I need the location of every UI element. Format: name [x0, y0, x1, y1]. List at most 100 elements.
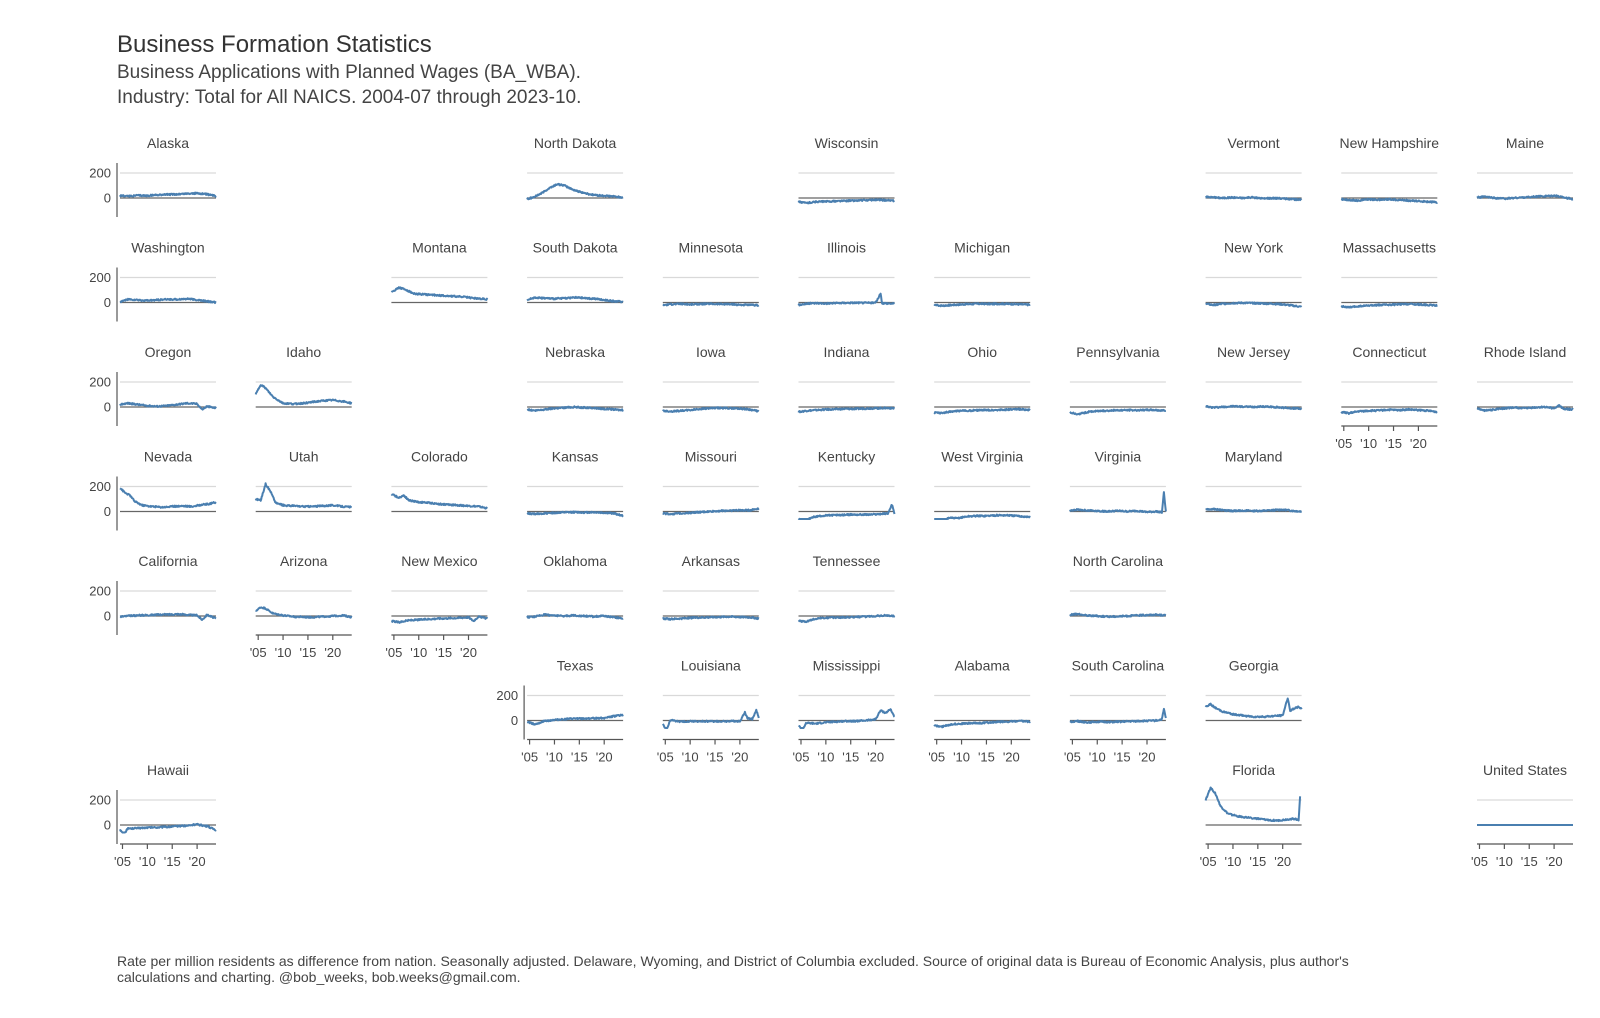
- panel-title-idaho: Idaho: [286, 344, 321, 360]
- x-tick-label-2005-mississippi: '05: [793, 750, 810, 765]
- x-tick-label-2015-arizona: '15: [299, 645, 316, 660]
- series-line-hawaii: [119, 822, 217, 834]
- series-line-west-virginia: [933, 513, 1031, 520]
- x-tick-label-2010-mississippi: '10: [817, 750, 834, 765]
- x-tick-label-2005-united-states: '05: [1471, 854, 1488, 869]
- series-line-oregon: [119, 401, 217, 411]
- x-tick-label-2015-south-carolina: '15: [1114, 750, 1131, 765]
- series-line-new-mexico: [390, 615, 489, 624]
- series-line-minnesota: [662, 302, 760, 307]
- panel-title-montana: Montana: [412, 240, 467, 256]
- x-tick-label-2015-united-states: '15: [1521, 854, 1538, 869]
- x-tick-label-2010-arizona: '10: [275, 645, 292, 660]
- series-line-montana: [390, 286, 489, 301]
- panel-title-utah: Utah: [289, 449, 319, 465]
- panel-title-indiana: Indiana: [824, 344, 870, 360]
- x-tick-label-2010-texas: '10: [546, 750, 563, 765]
- panel-title-california: California: [138, 553, 197, 569]
- panel-title-wisconsin: Wisconsin: [815, 135, 879, 151]
- panel-title-arizona: Arizona: [280, 553, 328, 569]
- series-line-pennsylvania: [1069, 408, 1167, 416]
- series-line-california: [119, 612, 217, 621]
- series-line-idaho: [254, 384, 353, 406]
- series-line-new-york: [1205, 301, 1303, 308]
- panel-title-maryland: Maryland: [1225, 449, 1283, 465]
- panel-title-south-carolina: South Carolina: [1072, 658, 1165, 674]
- series-line-florida: [1204, 786, 1302, 823]
- series-line-kansas: [526, 510, 624, 518]
- panel-title-oklahoma: Oklahoma: [543, 553, 607, 569]
- x-tick-label-2005-arizona: '05: [250, 645, 267, 660]
- series-line-tennessee: [797, 613, 896, 624]
- panel-title-south-dakota: South Dakota: [533, 240, 618, 256]
- series-line-north-carolina: [1069, 612, 1167, 619]
- series-line-washington: [119, 297, 217, 305]
- x-tick-label-2005-connecticut: '05: [1335, 436, 1352, 451]
- panel-title-mississippi: Mississippi: [813, 658, 881, 674]
- panel-title-massachusetts: Massachusetts: [1343, 240, 1436, 256]
- series-line-new-jersey: [1205, 404, 1303, 411]
- series-line-ohio: [933, 407, 1031, 415]
- panel-title-missouri: Missouri: [685, 449, 737, 465]
- panel-title-alaska: Alaska: [147, 135, 189, 151]
- panel-title-north-dakota: North Dakota: [534, 135, 617, 151]
- x-tick-label-2010-south-carolina: '10: [1089, 750, 1106, 765]
- y-tick-label-200-california: 200: [89, 584, 111, 599]
- series-line-michigan: [933, 302, 1031, 308]
- y-tick-label-200-washington: 200: [89, 270, 111, 285]
- chart-subtitle-line2: Industry: Total for All NAICS. 2004-07 t…: [117, 87, 582, 108]
- series-line-georgia: [1204, 697, 1303, 719]
- x-tick-label-2020-united-states: '20: [1546, 854, 1563, 869]
- x-tick-label-2010-louisiana: '10: [682, 750, 699, 765]
- panel-title-united-states: United States: [1483, 762, 1567, 778]
- series-line-missouri: [662, 507, 760, 516]
- x-tick-label-2020-mississippi: '20: [867, 750, 884, 765]
- panel-title-oregon: Oregon: [145, 344, 192, 360]
- series-line-indiana: [797, 406, 896, 414]
- x-tick-label-2020-florida: '20: [1274, 854, 1291, 869]
- panel-title-west-virginia: West Virginia: [941, 449, 1023, 465]
- series-line-nevada: [119, 487, 217, 509]
- y-tick-label-0-oregon: 0: [104, 400, 111, 415]
- y-tick-label-200-hawaii: 200: [89, 793, 111, 808]
- series-line-new-hampshire: [1340, 197, 1439, 204]
- panel-title-texas: Texas: [557, 658, 594, 674]
- x-tick-label-2015-florida: '15: [1249, 854, 1266, 869]
- panel-title-florida: Florida: [1232, 762, 1275, 778]
- x-tick-label-2005-louisiana: '05: [657, 750, 674, 765]
- panel-title-kentucky: Kentucky: [818, 449, 876, 465]
- panel-title-maine: Maine: [1506, 135, 1544, 151]
- x-tick-label-2010-new-mexico: '10: [410, 645, 427, 660]
- series-line-utah: [254, 482, 353, 509]
- panel-title-ohio: Ohio: [967, 344, 997, 360]
- series-line-connecticut: [1340, 407, 1438, 415]
- y-tick-label-200-alaska: 200: [89, 166, 111, 181]
- panel-title-new-mexico: New Mexico: [401, 553, 477, 569]
- series-line-rhode-island: [1476, 404, 1574, 413]
- series-line-colorado: [390, 493, 488, 510]
- series-line-alabama: [933, 719, 1031, 729]
- y-tick-label-0-california: 0: [104, 609, 111, 624]
- y-tick-label-0-texas: 0: [511, 713, 518, 728]
- x-tick-label-2015-texas: '15: [571, 750, 588, 765]
- x-tick-label-2020-connecticut: '20: [1410, 436, 1427, 451]
- chart-caption: Rate per million residents as difference…: [117, 953, 1349, 985]
- series-line-south-dakota: [526, 295, 624, 304]
- series-line-alaska: [119, 191, 217, 198]
- panel-title-new-jersey: New Jersey: [1217, 344, 1290, 360]
- x-tick-label-2010-hawaii: '10: [139, 854, 156, 869]
- panel-title-illinois: Illinois: [827, 240, 866, 256]
- panel-title-nevada: Nevada: [144, 449, 192, 465]
- y-tick-label-200-oregon: 200: [89, 375, 111, 390]
- panel-title-kansas: Kansas: [552, 449, 599, 465]
- x-tick-label-2020-hawaii: '20: [189, 854, 206, 869]
- series-line-oklahoma: [526, 613, 624, 620]
- y-tick-label-0-washington: 0: [104, 295, 111, 310]
- chart-title: Business Formation Statistics: [117, 31, 432, 58]
- x-tick-label-2015-mississippi: '15: [842, 750, 859, 765]
- x-tick-label-2020-south-carolina: '20: [1139, 750, 1156, 765]
- series-line-iowa: [662, 406, 760, 413]
- x-tick-label-2015-new-mexico: '15: [435, 645, 452, 660]
- series-line-vermont: [1205, 195, 1303, 202]
